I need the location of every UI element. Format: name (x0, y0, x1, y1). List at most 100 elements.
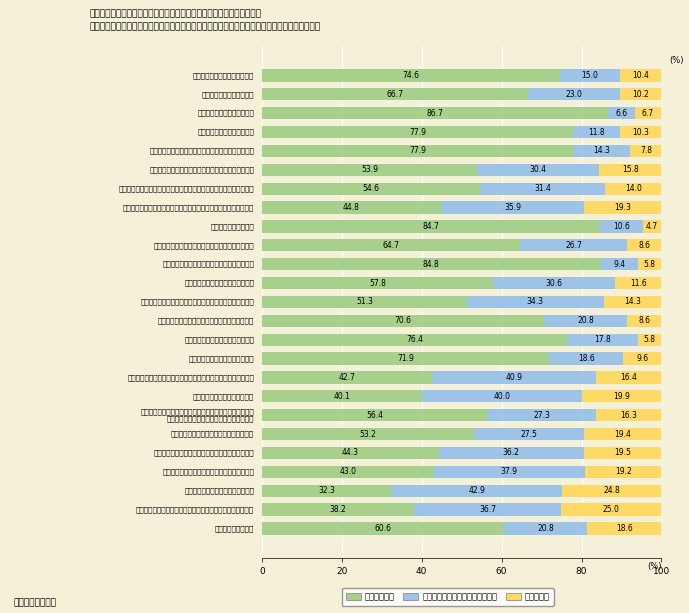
Bar (439, 447, 584, 459)
Text: 20.8: 20.8 (537, 524, 554, 533)
Text: 36.2: 36.2 (503, 449, 520, 457)
Text: 25.0: 25.0 (603, 505, 619, 514)
Text: 23.0: 23.0 (566, 89, 583, 99)
Bar (643, 220, 661, 232)
Text: 27.3: 27.3 (533, 411, 551, 420)
Text: 64.7: 64.7 (382, 241, 400, 249)
Bar (601, 258, 638, 270)
Bar (561, 503, 661, 516)
Text: 資料）国土交通省: 資料）国土交通省 (14, 598, 56, 607)
Text: 86.7: 86.7 (426, 109, 444, 118)
Bar (262, 522, 504, 535)
Text: それぞれの項目について、あなたの暮らしや生活にとって、どの程度重要だと思いますか。: それぞれの項目について、あなたの暮らしや生活にとって、どの程度重要だと思いますか… (90, 23, 320, 32)
Text: 5.8: 5.8 (644, 335, 656, 344)
Text: 16.3: 16.3 (620, 411, 637, 420)
Bar (599, 164, 662, 176)
Bar (415, 503, 561, 516)
Text: 57.8: 57.8 (369, 278, 386, 287)
Text: 14.3: 14.3 (593, 147, 610, 155)
Bar (620, 126, 661, 138)
Legend: 重要度が高い, 重要度が低い・自分には関係ない, わからない: 重要度が高い, 重要度が低い・自分には関係ない, わからない (342, 588, 554, 606)
Bar (262, 220, 600, 232)
Bar (504, 522, 587, 535)
Text: 8.6: 8.6 (638, 241, 650, 249)
Text: 84.7: 84.7 (422, 222, 440, 231)
Bar (562, 484, 661, 497)
Bar (262, 390, 422, 402)
Text: 40.0: 40.0 (493, 392, 511, 401)
Text: 10.3: 10.3 (633, 128, 649, 137)
Bar (582, 390, 661, 402)
Text: 7.8: 7.8 (640, 147, 652, 155)
Text: 31.4: 31.4 (534, 184, 551, 193)
Text: 27.5: 27.5 (521, 430, 538, 438)
Text: 6.7: 6.7 (642, 109, 654, 118)
Text: (%): (%) (647, 562, 661, 571)
Text: 66.7: 66.7 (387, 89, 404, 99)
Bar (262, 202, 441, 214)
Text: 35.9: 35.9 (504, 203, 521, 212)
Bar (262, 466, 433, 478)
Text: 14.0: 14.0 (625, 184, 642, 193)
Text: 15.8: 15.8 (622, 166, 639, 174)
Text: 54.6: 54.6 (362, 184, 380, 193)
Bar (262, 183, 480, 195)
Text: 42.7: 42.7 (339, 373, 356, 382)
Text: 6.6: 6.6 (615, 109, 628, 118)
Bar (262, 484, 391, 497)
Bar (560, 69, 620, 82)
Bar (604, 295, 661, 308)
Text: 14.3: 14.3 (624, 297, 641, 306)
Bar (549, 352, 624, 365)
Bar (627, 239, 661, 251)
Bar (544, 314, 627, 327)
Text: 10.2: 10.2 (633, 89, 649, 99)
Bar (391, 484, 562, 497)
Bar (638, 258, 661, 270)
Bar (475, 428, 584, 440)
Bar (262, 239, 520, 251)
Bar (630, 145, 661, 157)
Text: 30.6: 30.6 (546, 278, 562, 287)
Text: 53.9: 53.9 (361, 166, 378, 174)
Text: 74.6: 74.6 (402, 71, 420, 80)
Text: 11.6: 11.6 (630, 278, 647, 287)
Text: 11.8: 11.8 (588, 128, 605, 137)
Text: 44.3: 44.3 (342, 449, 359, 457)
Text: 37.9: 37.9 (501, 467, 518, 476)
Text: 8.6: 8.6 (638, 316, 650, 326)
Bar (624, 352, 662, 365)
Bar (477, 164, 599, 176)
Bar (262, 107, 608, 120)
Text: 18.6: 18.6 (616, 524, 633, 533)
Bar (493, 277, 615, 289)
Bar (627, 314, 661, 327)
Bar (620, 69, 661, 82)
Bar (480, 183, 606, 195)
Bar (587, 522, 661, 535)
Bar (600, 220, 643, 232)
Bar (573, 126, 620, 138)
Bar (433, 371, 596, 384)
Text: 40.1: 40.1 (333, 392, 351, 401)
Bar (635, 107, 661, 120)
Bar (620, 88, 661, 101)
Bar (520, 239, 627, 251)
Text: 56.4: 56.4 (366, 411, 383, 420)
Bar (528, 88, 620, 101)
Text: 60.6: 60.6 (374, 524, 391, 533)
Bar (262, 258, 601, 270)
Bar (262, 145, 573, 157)
Text: 9.4: 9.4 (613, 260, 626, 268)
Bar (487, 409, 596, 421)
Text: 34.3: 34.3 (527, 297, 544, 306)
Text: 44.8: 44.8 (343, 203, 360, 212)
Bar (262, 314, 544, 327)
Bar (441, 202, 584, 214)
Text: 19.3: 19.3 (615, 203, 631, 212)
Bar (262, 88, 528, 101)
Bar (596, 409, 661, 421)
Text: 20.8: 20.8 (577, 316, 594, 326)
Bar (467, 295, 604, 308)
Text: 10.4: 10.4 (633, 71, 649, 80)
